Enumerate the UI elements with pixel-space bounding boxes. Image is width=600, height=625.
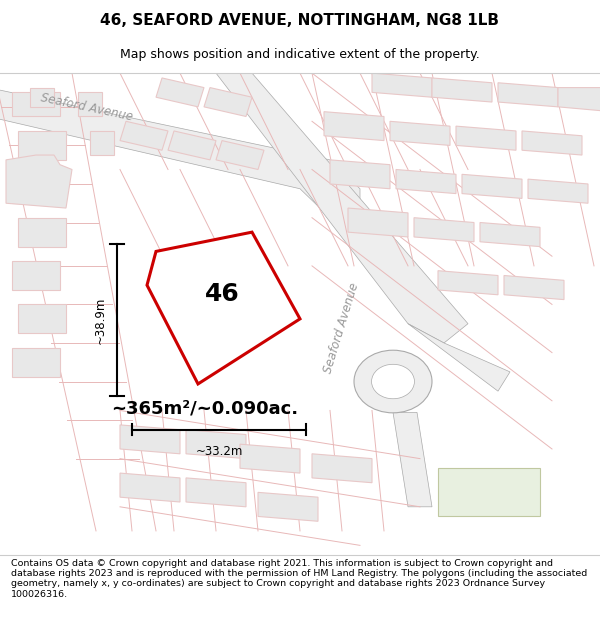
Polygon shape [396, 169, 456, 194]
Polygon shape [504, 276, 564, 299]
Text: Map shows position and indicative extent of the property.: Map shows position and indicative extent… [120, 48, 480, 61]
Circle shape [371, 364, 415, 399]
Polygon shape [147, 232, 300, 384]
Circle shape [354, 350, 432, 413]
Polygon shape [78, 92, 102, 116]
Text: 46: 46 [205, 282, 240, 306]
Polygon shape [180, 73, 468, 343]
Text: ~33.2m: ~33.2m [196, 445, 242, 458]
Polygon shape [390, 121, 450, 146]
Polygon shape [408, 324, 510, 391]
Polygon shape [480, 222, 540, 247]
Polygon shape [393, 412, 432, 507]
Polygon shape [18, 131, 66, 160]
Polygon shape [462, 174, 522, 198]
Polygon shape [120, 425, 180, 454]
Polygon shape [432, 78, 492, 102]
Polygon shape [498, 82, 558, 107]
Polygon shape [438, 271, 498, 295]
Polygon shape [522, 131, 582, 155]
Text: Seaford Avenue: Seaford Avenue [39, 91, 134, 123]
Polygon shape [312, 454, 372, 482]
Polygon shape [120, 121, 168, 150]
Polygon shape [414, 217, 474, 242]
Polygon shape [18, 217, 66, 247]
Text: Contains OS data © Crown copyright and database right 2021. This information is : Contains OS data © Crown copyright and d… [11, 559, 587, 599]
Text: 46, SEAFORD AVENUE, NOTTINGHAM, NG8 1LB: 46, SEAFORD AVENUE, NOTTINGHAM, NG8 1LB [101, 13, 499, 28]
Polygon shape [456, 126, 516, 150]
Polygon shape [12, 174, 60, 203]
Polygon shape [168, 131, 216, 160]
Polygon shape [90, 131, 114, 155]
Polygon shape [186, 430, 246, 459]
Polygon shape [348, 208, 408, 237]
Polygon shape [204, 88, 252, 116]
Polygon shape [240, 444, 300, 473]
Polygon shape [558, 88, 600, 112]
Polygon shape [330, 160, 390, 189]
Text: ~365m²/~0.090ac.: ~365m²/~0.090ac. [111, 399, 298, 417]
Polygon shape [12, 261, 60, 290]
Polygon shape [186, 478, 246, 507]
Polygon shape [18, 304, 66, 333]
Polygon shape [30, 88, 54, 107]
Polygon shape [120, 473, 180, 502]
Polygon shape [528, 179, 588, 203]
Polygon shape [6, 155, 72, 208]
Polygon shape [216, 141, 264, 169]
Polygon shape [12, 92, 60, 116]
Polygon shape [156, 78, 204, 107]
Polygon shape [324, 112, 384, 141]
Polygon shape [12, 348, 60, 377]
Text: Seaford Avenue: Seaford Avenue [321, 282, 361, 376]
Polygon shape [0, 88, 360, 218]
Text: ~38.9m: ~38.9m [94, 296, 107, 344]
Polygon shape [438, 468, 540, 516]
Polygon shape [258, 492, 318, 521]
Polygon shape [372, 73, 432, 98]
